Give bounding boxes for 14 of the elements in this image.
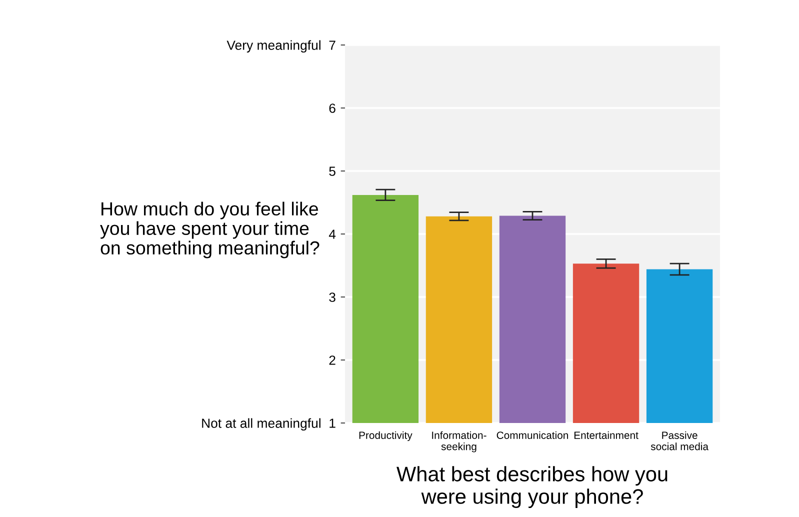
x-tick-label: Entertainment [574,431,638,439]
y-tick-label: 2 [329,356,336,365]
y-tick-label: 3 [329,292,336,302]
y-tick-label: 6 [329,104,336,113]
x-axis-title: What best describes how you were using your phone? [396,466,668,508]
x-tick-label: Communication [496,431,568,439]
y-tick-label: Not at all meaningful 1 [202,418,336,431]
x-tick-label: Information- seeking [432,431,486,452]
y-tick-label: 4 [328,230,336,239]
y-axis-title: How much do you feel like you have spent your time on something meaningful? [100,202,320,258]
x-tick-label: Passive social media [650,431,709,450]
y-tick-label: 5 [329,166,336,176]
y-tick-label: Very meaningful 7 [226,40,336,53]
x-tick-label: Productivity [359,431,412,442]
